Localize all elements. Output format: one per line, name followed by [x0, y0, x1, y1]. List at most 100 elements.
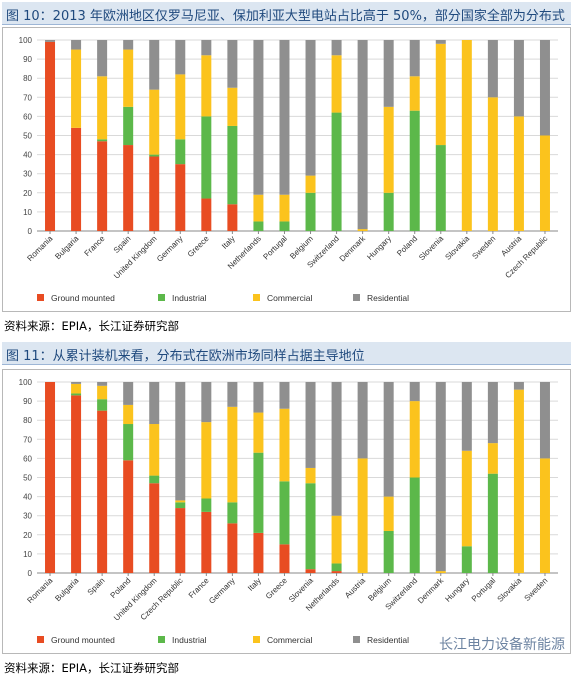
fig11-bar-industrial — [279, 481, 290, 545]
fig11-bar-industrial — [201, 498, 212, 512]
fig11-bar-industrial — [175, 502, 186, 509]
fig10-x-label: Austria — [499, 234, 523, 258]
fig10-bar-industrial — [175, 139, 186, 165]
fig11-bar-residential — [409, 382, 420, 402]
fig10-legend-label: Commercial — [267, 293, 312, 303]
fig11-bar-residential — [461, 382, 472, 451]
fig11-bar-commercial — [539, 458, 550, 573]
fig11-bar-industrial — [331, 563, 342, 572]
fig10-y-tick: 80 — [23, 74, 32, 83]
fig10-bar-commercial — [149, 89, 160, 155]
fig11-bar-industrial — [409, 477, 420, 573]
fig10-bar-commercial — [461, 40, 472, 231]
fig10-y-tick: 70 — [23, 93, 32, 102]
fig10-bar-ground-mounted — [175, 164, 186, 231]
fig11-bar-residential — [149, 382, 160, 425]
fig10-bar-commercial — [357, 229, 368, 231]
fig11-title: 图 11：从累计装机来看，分布式在欧洲市场同样占据主导地位 — [6, 349, 365, 364]
fig11-bar-ground-mounted — [201, 511, 212, 573]
fig10-bar-residential — [201, 40, 212, 56]
fig11-y-tick: 70 — [23, 435, 32, 444]
fig11-bar-ground-mounted — [279, 544, 290, 573]
fig11-y-tick: 30 — [23, 512, 32, 521]
fig11-bar-residential — [435, 382, 446, 572]
fig11-x-label: Romania — [25, 576, 54, 605]
fig11-bar-ground-mounted — [97, 410, 108, 573]
fig11-y-tick: 40 — [23, 493, 32, 502]
fig10-title-bar: 图 10：2013 年欧洲地区仅罗马尼亚、保加利亚大型电站占比高于 50%，部分… — [2, 2, 571, 25]
fig10-y-tick: 30 — [23, 170, 32, 179]
fig11-bar-industrial — [123, 424, 134, 461]
fig10-bar-residential — [227, 40, 238, 88]
fig11-y-tick: 20 — [23, 531, 32, 540]
fig10-x-label: France — [83, 234, 107, 258]
fig10-bar-industrial — [123, 106, 134, 146]
fig10-bar-industrial — [383, 192, 394, 231]
fig11-legend-swatch — [158, 636, 165, 643]
fig11-x-label: Greece — [264, 576, 289, 601]
fig10-bar-commercial — [383, 106, 394, 193]
fig10-legend-swatch — [353, 294, 360, 301]
fig11-bar-residential — [227, 382, 238, 407]
fig10-x-label: Slovakia — [443, 234, 471, 262]
fig11-x-label: Sweden — [523, 576, 550, 603]
fig11-legend-label: Residential — [367, 635, 409, 645]
fig10-legend-swatch — [37, 294, 44, 301]
fig10-bar-residential — [331, 40, 342, 56]
fig11-bar-industrial — [97, 399, 108, 411]
fig11-x-label: Portugal — [470, 576, 498, 604]
fig11-title-bar: 图 11：从累计装机来看，分布式在欧洲市场同样占据主导地位 — [2, 342, 571, 365]
fig11-bar-ground-mounted — [45, 382, 56, 573]
fig10-chart-box: 0 10 20 30 40 50 60 70 80 90 100 Romania Bulgaria Fra… — [2, 27, 571, 312]
fig11-bar-residential — [331, 382, 342, 516]
fig11-bar-ground-mounted — [305, 569, 316, 573]
fig10-bar-commercial — [539, 135, 550, 231]
fig10-x-label: Portugal — [261, 234, 289, 262]
fig11-bar-commercial — [97, 385, 108, 400]
fig11-bar-commercial — [227, 406, 238, 503]
fig11-bar-residential — [201, 382, 212, 423]
fig10-bar-residential — [435, 40, 446, 44]
fig11-bar-industrial — [487, 473, 498, 573]
fig11-bar-commercial — [71, 383, 82, 394]
fig11-bar-residential — [383, 382, 394, 497]
fig10-bar-commercial — [409, 76, 420, 111]
fig11-y-tick: 10 — [23, 550, 32, 559]
fig10-x-label: Greece — [186, 234, 211, 259]
fig10-bar-industrial — [253, 221, 264, 231]
fig11-bar-residential — [513, 382, 524, 390]
fig11-y-tick: 80 — [23, 416, 32, 425]
fig10-bar-commercial — [253, 194, 264, 222]
fig11-source: 资料来源：EPIA，长江证券研究部 — [4, 661, 179, 675]
fig10-legend-swatch — [253, 294, 260, 301]
fig10-bar-industrial — [331, 112, 342, 231]
fig11-x-label: Italy — [246, 576, 263, 593]
fig11-legend-label: Ground mounted — [51, 635, 115, 645]
fig10-bar-residential — [383, 40, 394, 107]
fig10-y-tick: 0 — [28, 227, 33, 236]
fig10-bar-industrial — [97, 139, 108, 142]
fig10-bar-commercial — [201, 55, 212, 117]
fig10-bar-residential — [253, 40, 264, 195]
fig10-legend-label: Industrial — [172, 293, 207, 303]
fig11-bar-commercial — [487, 443, 498, 474]
fig11-legend-label: Commercial — [267, 635, 312, 645]
fig11-bar-residential — [487, 382, 498, 444]
fig10-bar-commercial — [513, 116, 524, 231]
fig10-bar-residential — [487, 40, 498, 98]
fig10-bar-residential — [279, 40, 290, 195]
fig10-bar-industrial — [435, 145, 446, 231]
fig11-x-label: Slovakia — [496, 576, 524, 604]
fig10-bar-residential — [149, 40, 160, 90]
fig11-bar-commercial — [383, 496, 394, 531]
fig11-bar-industrial — [253, 452, 264, 533]
fig10-bar-commercial — [123, 49, 134, 107]
fig11-legend-label: Industrial — [172, 635, 207, 645]
fig10-bar-commercial — [331, 55, 342, 113]
fig10-x-label: Spain — [112, 234, 133, 255]
fig10-y-tick: 60 — [23, 112, 32, 121]
fig10-bar-residential — [409, 40, 420, 77]
fig10-bar-residential — [97, 40, 108, 77]
fig11-x-label: Germany — [207, 576, 237, 606]
fig10-x-label: Bulgaria — [53, 234, 81, 262]
